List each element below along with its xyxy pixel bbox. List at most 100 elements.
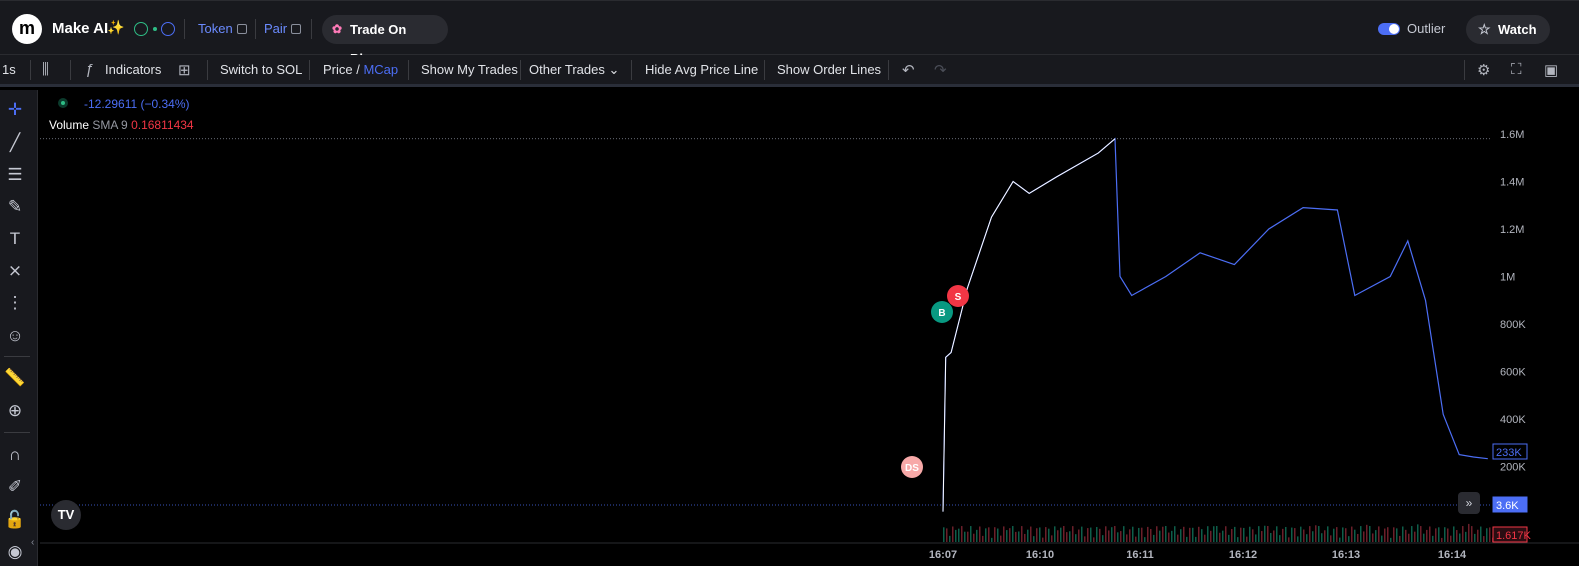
volume-bar (1438, 527, 1440, 542)
zoom-in-icon[interactable]: ⊕ (7, 401, 23, 420)
volume-bar (1063, 526, 1065, 542)
chart-canvas[interactable]: SB DS 1.6M 1.4M 1.2M 1M 800K 600K 400K 200K 233K 3.… (40, 90, 1579, 566)
legend-change: -12.29611 (−0.34%) (84, 97, 190, 111)
volume-bar (1315, 525, 1317, 542)
outlier-toggle[interactable] (1378, 23, 1400, 35)
volume-bar (1333, 528, 1335, 542)
emoji-icon[interactable]: ☺ (6, 326, 24, 345)
pattern-icon[interactable]: ⨯ (7, 261, 23, 280)
volume-bar (1345, 528, 1347, 542)
app-logo[interactable]: m (12, 14, 42, 44)
volume-bar (1003, 526, 1005, 542)
volume-bar (1423, 533, 1425, 542)
redo-icon[interactable]: ↷ (934, 62, 947, 79)
chart-toolbar: 1s ⫼ ƒ Indicators ⊞ Switch to SOL Price … (0, 55, 1579, 87)
show-my-trades-button[interactable]: Show My Trades (421, 62, 518, 77)
brush-icon[interactable]: ✎ (7, 197, 23, 216)
lock-icon[interactable]: 🔓 (4, 510, 26, 529)
x-axis-tick: 16:10 (1026, 549, 1054, 561)
volume-bar (1306, 534, 1308, 542)
y-axis-tick: 400K (1500, 414, 1526, 426)
volume-bar (1489, 527, 1491, 542)
volume-bar (1420, 526, 1422, 542)
volume-bar (1351, 526, 1353, 542)
watch-button[interactable]: ☆ Watch (1466, 15, 1550, 44)
verified-icon (134, 22, 148, 36)
scroll-to-realtime-button[interactable]: » (1458, 492, 1480, 514)
volume-bar (1444, 527, 1446, 542)
volume-bar (1294, 528, 1296, 542)
token-link[interactable]: Token (198, 21, 247, 36)
volume-bar (1354, 529, 1356, 542)
volume-bar (1381, 535, 1383, 542)
volume-bar (1216, 526, 1218, 542)
magnet-icon[interactable]: ∩ (8, 445, 22, 464)
volume-bar (1435, 528, 1437, 542)
trend-line-icon[interactable]: ╱ (9, 133, 21, 152)
pair-link[interactable]: Pair (264, 21, 302, 36)
volume-bar (1075, 534, 1077, 542)
eye-icon[interactable]: ◉ (7, 542, 23, 561)
volume-bar (1471, 526, 1473, 542)
switch-to-sol-button[interactable]: Switch to SOL (220, 62, 303, 77)
volume-bar (1255, 534, 1257, 542)
volume-bar (1264, 525, 1266, 542)
volume-bar (1108, 530, 1110, 542)
price-mcap-toggle[interactable]: Price / MCap (323, 62, 399, 77)
trade-marker-label: S (955, 292, 962, 303)
volume-bar (1171, 530, 1173, 542)
volume-bar (1177, 534, 1179, 542)
volume-bar (1393, 527, 1395, 542)
volume-bar (1270, 532, 1272, 542)
volume-bar (1231, 529, 1233, 542)
volume-bar (1252, 529, 1254, 542)
price-chart[interactable]: S B DS 1.6M 1.4M 1.2M 1M 800K 600K 400K 200K 233K 3.… (40, 90, 1579, 566)
indicators-button[interactable]: Indicators (105, 62, 162, 77)
volume-bar (1318, 526, 1320, 542)
prediction-icon[interactable]: ⋮ (6, 293, 24, 312)
volume-bar (1327, 526, 1329, 542)
volume-bar (1360, 526, 1362, 542)
volume-bar (1219, 532, 1221, 542)
trade-on-bloom-button[interactable]: ✿ Trade On Bloom (322, 15, 448, 66)
lock-drawing-icon[interactable]: ✐ (7, 477, 23, 496)
volume-bar (1039, 527, 1041, 542)
volume-value-label-bg (1492, 526, 1528, 543)
volume-bar (1285, 526, 1287, 542)
volume-bar (1465, 531, 1467, 542)
volume-bar (1243, 527, 1245, 542)
volume-bar (1234, 526, 1236, 542)
settings-gear-icon[interactable]: ⚙ (1477, 62, 1491, 79)
other-trades-dropdown[interactable]: Other Trades ⌄ (529, 62, 620, 77)
volume-bar (1120, 531, 1122, 542)
chevron-down-icon: ⌄ (604, 62, 620, 77)
copy-icon[interactable] (291, 24, 302, 34)
volume-bar (1480, 526, 1482, 542)
volume-bar (1399, 535, 1401, 542)
hide-avg-price-line-button[interactable]: Hide Avg Price Line (645, 62, 759, 77)
text-tool-icon[interactable]: T (9, 229, 21, 248)
camera-icon[interactable]: ▣ (1544, 62, 1559, 79)
fib-retracement-icon[interactable]: ☰ (7, 165, 23, 184)
price-line-up-segment (942, 138, 1116, 512)
ruler-icon[interactable]: 📏 (4, 368, 26, 387)
tradingview-logo[interactable]: TV (51, 500, 81, 530)
templates-icon[interactable]: ⊞ (178, 62, 191, 79)
volume-bar (1222, 530, 1224, 542)
crosshair-icon[interactable]: ✛ (7, 100, 23, 119)
interval-selector[interactable]: 1s (2, 62, 16, 77)
volume-bar (1366, 524, 1368, 542)
fullscreen-icon[interactable]: ⛶ (1511, 61, 1522, 78)
volume-bar (1045, 527, 1047, 542)
copy-icon[interactable] (236, 24, 247, 34)
chain-icon (161, 22, 175, 36)
candlestick-icon[interactable]: ⫼ (42, 61, 49, 78)
undo-icon[interactable]: ↶ (902, 62, 915, 79)
volume-bar (1246, 536, 1248, 542)
volume-bar (1288, 537, 1290, 542)
status-dot-icon (153, 27, 157, 31)
collapse-arrow-icon[interactable]: ‹ (31, 537, 35, 548)
show-order-lines-button[interactable]: Show Order Lines (777, 62, 882, 77)
volume-bar (1432, 535, 1434, 542)
drawing-tools-sidebar: ✛ ╱ ☰ ✎ T ⨯ ⋮ ☺ 📏 ⊕ ∩ ✐ 🔓 ◉ ‹ (0, 90, 38, 566)
